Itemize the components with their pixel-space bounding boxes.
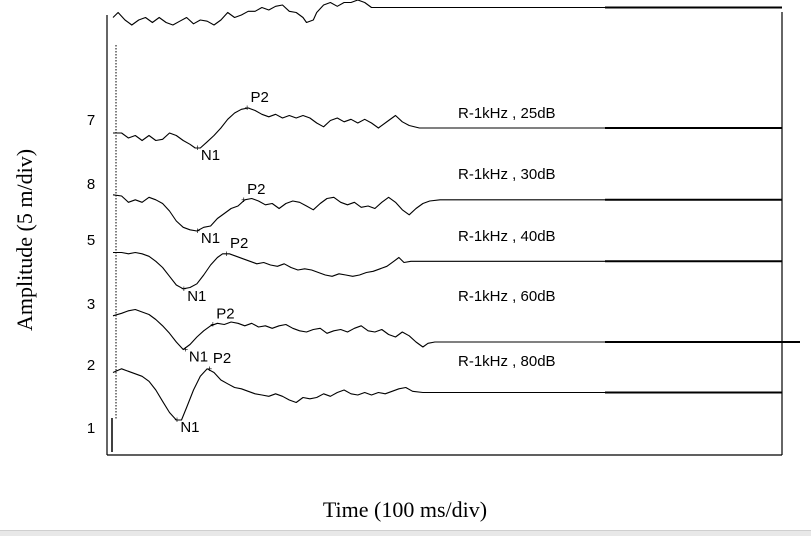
trace-4: 3R-1kHz , 40dB+ N1+P2 bbox=[87, 228, 782, 313]
peak-marker: + bbox=[183, 345, 188, 355]
row-label: 2 bbox=[87, 357, 95, 374]
peak-marker: + bbox=[224, 249, 229, 259]
peak-marker: + bbox=[210, 320, 215, 330]
row-label: 3 bbox=[87, 296, 95, 313]
condition-label: R-1kHz , 25dB bbox=[458, 105, 556, 122]
condition-label: R-1kHz , 60dB bbox=[458, 288, 556, 305]
condition-label: R-1kHz , 80dB bbox=[458, 353, 556, 370]
p2-label: P2 bbox=[251, 89, 269, 106]
trace-3: 5R-1kHz , 30dB+ N1+P2 bbox=[87, 166, 782, 249]
trace-line bbox=[113, 107, 782, 149]
condition-label: R-1kHz , 40dB bbox=[458, 228, 556, 245]
bottom-divider bbox=[0, 530, 811, 536]
trace-line bbox=[112, 368, 782, 421]
x-axis-label: Time (100 ms/div) bbox=[323, 497, 487, 522]
n1-label: N1 bbox=[201, 147, 220, 164]
trace-6: 1R-1kHz , 80dB+ N1+P2 bbox=[87, 350, 782, 437]
peak-marker: + bbox=[174, 415, 179, 425]
plot-frame bbox=[106, 12, 783, 456]
peak-marker: + bbox=[245, 103, 250, 113]
trace-line bbox=[112, 194, 782, 232]
trace-line bbox=[113, 251, 782, 290]
peak-marker: + bbox=[207, 364, 212, 374]
p2-label: P2 bbox=[213, 350, 231, 367]
peak-marker: + bbox=[241, 195, 246, 205]
trace-1: 7 bbox=[87, 0, 782, 129]
trace-5: 2R-1kHz , 60dB+ N1+P2 bbox=[87, 288, 800, 374]
row-label: 7 bbox=[87, 112, 95, 129]
peak-marker: + bbox=[181, 284, 186, 294]
row-label: 5 bbox=[87, 232, 95, 249]
trace-2: 8R-1kHz , 25dB+ N1+P2 bbox=[87, 89, 782, 193]
trace-line bbox=[112, 308, 800, 351]
condition-label: R-1kHz , 30dB bbox=[458, 166, 556, 183]
p2-label: P2 bbox=[230, 235, 248, 252]
n1-label: N1 bbox=[180, 419, 199, 436]
row-label: 8 bbox=[87, 176, 95, 193]
n1-label: N1 bbox=[187, 288, 206, 305]
p2-label: P2 bbox=[247, 181, 265, 198]
y-axis-label: Amplitude (5 m/div) bbox=[12, 149, 37, 331]
n1-label: N1 bbox=[189, 349, 208, 366]
n1-label: N1 bbox=[201, 230, 220, 247]
p2-label: P2 bbox=[216, 306, 234, 323]
row-label: 1 bbox=[87, 420, 95, 437]
peak-marker: + bbox=[195, 143, 200, 153]
trace-line bbox=[112, 0, 782, 26]
peak-marker: + bbox=[195, 226, 200, 236]
